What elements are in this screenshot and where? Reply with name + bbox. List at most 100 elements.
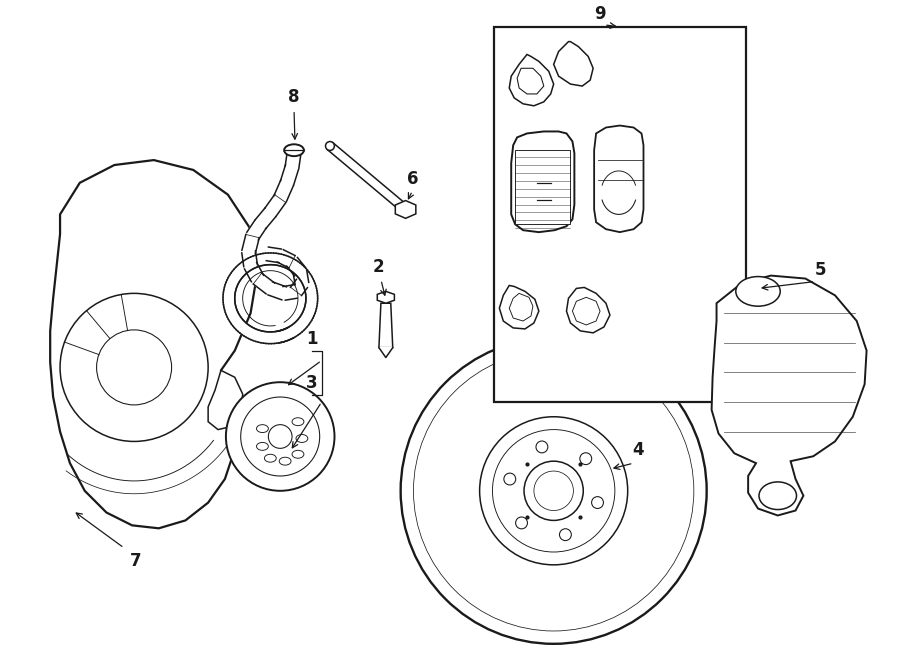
Polygon shape <box>255 208 275 229</box>
Text: 4: 4 <box>632 441 644 459</box>
Polygon shape <box>287 257 305 276</box>
Polygon shape <box>236 266 246 276</box>
Polygon shape <box>301 274 311 282</box>
Text: 1: 1 <box>306 330 318 348</box>
Polygon shape <box>291 280 308 295</box>
Polygon shape <box>253 273 274 294</box>
Polygon shape <box>297 319 307 329</box>
Polygon shape <box>518 68 544 94</box>
Ellipse shape <box>736 276 780 306</box>
Polygon shape <box>712 276 867 516</box>
Polygon shape <box>279 254 284 266</box>
Polygon shape <box>305 302 318 306</box>
Polygon shape <box>242 261 250 272</box>
Polygon shape <box>306 298 318 301</box>
Polygon shape <box>293 270 309 285</box>
Polygon shape <box>295 321 305 330</box>
Polygon shape <box>283 329 289 341</box>
Circle shape <box>326 141 335 151</box>
Text: 5: 5 <box>814 260 826 278</box>
Polygon shape <box>274 180 293 202</box>
Polygon shape <box>253 255 259 267</box>
Polygon shape <box>286 327 293 339</box>
Polygon shape <box>239 262 248 273</box>
Circle shape <box>268 424 292 448</box>
Polygon shape <box>302 313 313 320</box>
Ellipse shape <box>256 424 268 432</box>
Polygon shape <box>232 270 243 278</box>
Polygon shape <box>594 126 644 232</box>
Polygon shape <box>244 326 252 337</box>
Polygon shape <box>301 314 311 323</box>
Polygon shape <box>258 254 263 266</box>
Polygon shape <box>379 303 392 348</box>
Polygon shape <box>230 315 241 323</box>
Polygon shape <box>226 310 238 317</box>
Polygon shape <box>234 320 245 329</box>
Circle shape <box>560 529 572 541</box>
Polygon shape <box>305 288 317 293</box>
Polygon shape <box>254 330 259 342</box>
Polygon shape <box>277 331 282 343</box>
Bar <box>494 27 746 402</box>
Polygon shape <box>251 256 257 268</box>
Polygon shape <box>509 54 554 106</box>
Polygon shape <box>230 274 240 282</box>
Polygon shape <box>242 325 250 336</box>
Polygon shape <box>280 330 286 342</box>
Circle shape <box>580 453 591 465</box>
Polygon shape <box>225 308 237 315</box>
Polygon shape <box>377 292 394 303</box>
Polygon shape <box>285 152 301 168</box>
Polygon shape <box>227 278 239 285</box>
Polygon shape <box>208 370 243 430</box>
Polygon shape <box>261 253 265 266</box>
Polygon shape <box>292 263 302 274</box>
Polygon shape <box>246 258 254 270</box>
Polygon shape <box>289 325 298 336</box>
Polygon shape <box>273 253 276 265</box>
Polygon shape <box>306 293 318 297</box>
Ellipse shape <box>292 418 304 426</box>
Polygon shape <box>290 260 298 271</box>
Polygon shape <box>286 327 293 338</box>
Polygon shape <box>300 316 310 325</box>
Polygon shape <box>302 279 314 286</box>
Polygon shape <box>304 284 316 290</box>
Text: 7: 7 <box>130 552 142 570</box>
Polygon shape <box>224 305 236 309</box>
Polygon shape <box>305 291 318 295</box>
Circle shape <box>480 416 627 565</box>
Polygon shape <box>223 303 236 307</box>
Polygon shape <box>297 268 308 278</box>
Polygon shape <box>304 305 317 311</box>
Polygon shape <box>268 253 271 264</box>
Polygon shape <box>500 286 539 329</box>
Ellipse shape <box>279 457 291 465</box>
Polygon shape <box>288 259 295 270</box>
Polygon shape <box>304 307 316 313</box>
Polygon shape <box>223 290 236 294</box>
Circle shape <box>524 461 583 520</box>
Circle shape <box>226 382 335 491</box>
Polygon shape <box>303 281 315 288</box>
Polygon shape <box>223 295 235 297</box>
Polygon shape <box>511 132 574 232</box>
Ellipse shape <box>759 482 796 510</box>
Polygon shape <box>306 300 318 303</box>
Polygon shape <box>277 250 295 268</box>
Ellipse shape <box>256 442 268 450</box>
Text: 9: 9 <box>594 5 606 23</box>
Polygon shape <box>251 329 257 340</box>
Polygon shape <box>281 165 299 185</box>
Polygon shape <box>271 253 274 265</box>
Bar <box>515 150 571 224</box>
Polygon shape <box>294 322 303 332</box>
Polygon shape <box>298 317 309 327</box>
Polygon shape <box>566 288 610 333</box>
Polygon shape <box>274 331 279 343</box>
Polygon shape <box>283 285 297 300</box>
Polygon shape <box>276 254 281 266</box>
Polygon shape <box>273 332 276 344</box>
Polygon shape <box>302 311 314 318</box>
